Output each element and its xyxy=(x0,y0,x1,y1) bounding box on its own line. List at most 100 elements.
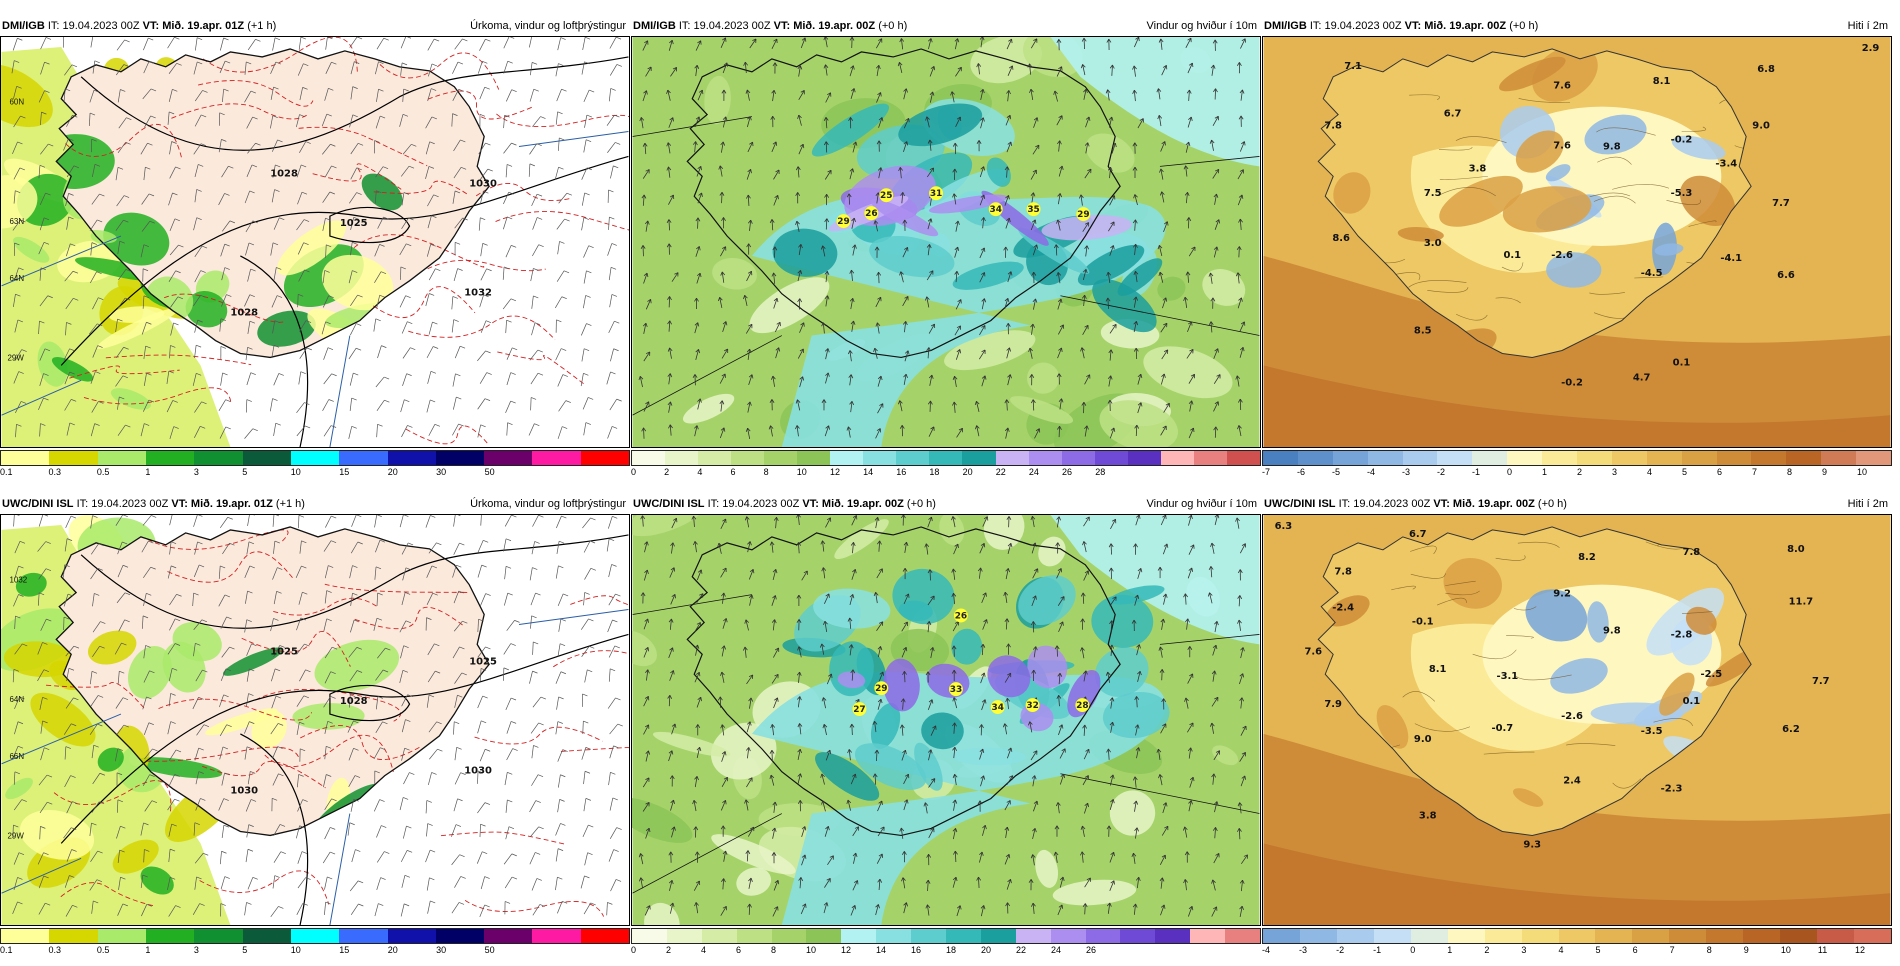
colorbar-segment xyxy=(698,451,731,465)
lead-time: (+0 h) xyxy=(1538,498,1567,510)
colorbar-segment xyxy=(1300,929,1337,943)
colorbar-segment xyxy=(532,451,580,465)
colorbar-tick-label: 0.1 xyxy=(0,467,13,477)
station-temperature: -2.6 xyxy=(1561,711,1583,722)
colorbar-segment xyxy=(1,451,49,465)
colorbar-segment xyxy=(1856,451,1891,465)
station-temperature: 11.7 xyxy=(1789,597,1814,608)
panel-title-bar: DMI/IGB IT: 19.04.2023 00Z VT: Mið. 19.a… xyxy=(0,18,630,34)
colorbar-tick-label: 22 xyxy=(1016,945,1026,955)
colorbar-segment xyxy=(1854,929,1891,943)
isobar-label: 66N xyxy=(9,752,24,761)
gust-label: 34 xyxy=(992,703,1004,713)
panel-title-bar: UWC/DINI ISL IT: 19.04.2023 00Z VT: Mið.… xyxy=(1262,496,1892,512)
colorbar-tick-label: 15 xyxy=(339,467,349,477)
colorbar-segment xyxy=(1337,929,1374,943)
colorbar-segment xyxy=(981,929,1016,943)
colorbar-tick-label: 5 xyxy=(1596,945,1601,955)
init-time: IT: 19.04.2023 00Z xyxy=(1310,20,1402,32)
colorbar-segment xyxy=(1612,451,1647,465)
colorbar-segment xyxy=(1263,451,1298,465)
station-temperature: 0.1 xyxy=(1673,357,1691,368)
colorbar-tick-label: -4 xyxy=(1367,467,1375,477)
colorbar-segment xyxy=(1507,451,1542,465)
colorbar-tick-label: 3 xyxy=(194,467,199,477)
colorbar-tick-label: 1 xyxy=(145,945,150,955)
colorbar-tick-label: 7 xyxy=(1670,945,1675,955)
colorbar-tick-label: 26 xyxy=(1062,467,1072,477)
colorbar-segment xyxy=(1522,929,1559,943)
station-temperature: 9.0 xyxy=(1752,121,1770,132)
colorbar-tick-label: -1 xyxy=(1373,945,1381,955)
colorbar-segment xyxy=(291,929,339,943)
station-temperature: 8.1 xyxy=(1429,664,1447,675)
colorbar-segment xyxy=(764,451,797,465)
colorbar-segment xyxy=(1225,929,1260,943)
colorbar-tick-label: 18 xyxy=(929,467,939,477)
station-temperature: -2.8 xyxy=(1671,629,1693,640)
colorbar-tick-label: 20 xyxy=(963,467,973,477)
colorbar-tick-label: 0.3 xyxy=(48,467,61,477)
colorbar-tick-label: 26 xyxy=(1086,945,1096,955)
colorbar-segment xyxy=(737,929,772,943)
panel-title-bar: UWC/DINI ISL IT: 19.04.2023 00Z VT: Mið.… xyxy=(0,496,630,512)
station-temperature: 2.9 xyxy=(1862,43,1880,54)
model-name: UWC/DINI ISL xyxy=(1264,498,1336,510)
isobar-label: 1030 xyxy=(230,786,258,797)
panel-run-info: DMI/IGB IT: 19.04.2023 00Z VT: Mið. 19.a… xyxy=(633,18,907,34)
colorbar-tick-label: 0.5 xyxy=(97,467,110,477)
colorbar-tick-label: 30 xyxy=(436,945,446,955)
gust-label: 28 xyxy=(1076,701,1088,711)
colorbar-tick-label: -6 xyxy=(1297,467,1305,477)
station-temperature: 6.3 xyxy=(1275,521,1293,532)
colorbar-tick-label: 2 xyxy=(1484,945,1489,955)
colorbar-tick-label: -3 xyxy=(1402,467,1410,477)
colorbar-segment xyxy=(339,451,387,465)
station-temperature: -2.3 xyxy=(1661,784,1683,795)
colorbar-segment xyxy=(1786,451,1821,465)
model-name: DMI/IGB xyxy=(1264,20,1307,32)
colorbar-tick-label: 12 xyxy=(830,467,840,477)
colorbar-tick-label: 0 xyxy=(631,467,636,477)
isobar-label: 64N xyxy=(9,695,24,704)
colorbar-segment xyxy=(1062,451,1095,465)
colorbar-segment xyxy=(98,451,146,465)
colorbar-tick-label: 28 xyxy=(1095,467,1105,477)
colorbar-tick-label: -4 xyxy=(1262,945,1270,955)
colorbar-segment xyxy=(1780,929,1817,943)
colorbar-segment xyxy=(1542,451,1577,465)
lead-time: (+0 h) xyxy=(1509,20,1538,32)
colorbar-segment xyxy=(665,451,698,465)
colorbar-segment xyxy=(194,451,242,465)
gust-label: 35 xyxy=(1027,205,1039,215)
station-temperature: -0.2 xyxy=(1671,134,1693,145)
panel-run-info: UWC/DINI ISL IT: 19.04.2023 00Z VT: Mið.… xyxy=(2,496,305,512)
colorbar-segment xyxy=(49,451,97,465)
colorbar-tick-label: 24 xyxy=(1051,945,1061,955)
colorbar-tick-label: 1 xyxy=(1542,467,1547,477)
colorbar-tick-label: 3 xyxy=(194,945,199,955)
station-temperature: -3.4 xyxy=(1715,158,1737,169)
colorbar-tick-label: 5 xyxy=(242,945,247,955)
colorbar-segment xyxy=(388,451,436,465)
isobar-label: 1028 xyxy=(230,308,258,319)
colorbar-segment xyxy=(1333,451,1368,465)
init-time: IT: 19.04.2023 00Z xyxy=(679,20,771,32)
colorbar-tick-label: 6 xyxy=(1717,467,1722,477)
station-temperature: -3.1 xyxy=(1496,671,1518,682)
colorbar-tick-label: 0 xyxy=(1410,945,1415,955)
isobar-label: 1025 xyxy=(469,656,497,667)
colorbar-segment xyxy=(1403,451,1438,465)
colorbar-segment xyxy=(1095,451,1128,465)
station-temperature: 7.8 xyxy=(1324,121,1342,132)
panel-dmi-temp: DMI/IGB IT: 19.04.2023 00Z VT: Mið. 19.a… xyxy=(1262,18,1892,488)
lead-time: (+1 h) xyxy=(276,498,305,510)
colorbar-segment xyxy=(291,451,339,465)
colorbar-segment xyxy=(1751,451,1786,465)
field-title: Úrkoma, vindur og loftþrýstingur xyxy=(470,496,626,512)
colorbar-segment xyxy=(98,929,146,943)
colorbar-segment xyxy=(731,451,764,465)
